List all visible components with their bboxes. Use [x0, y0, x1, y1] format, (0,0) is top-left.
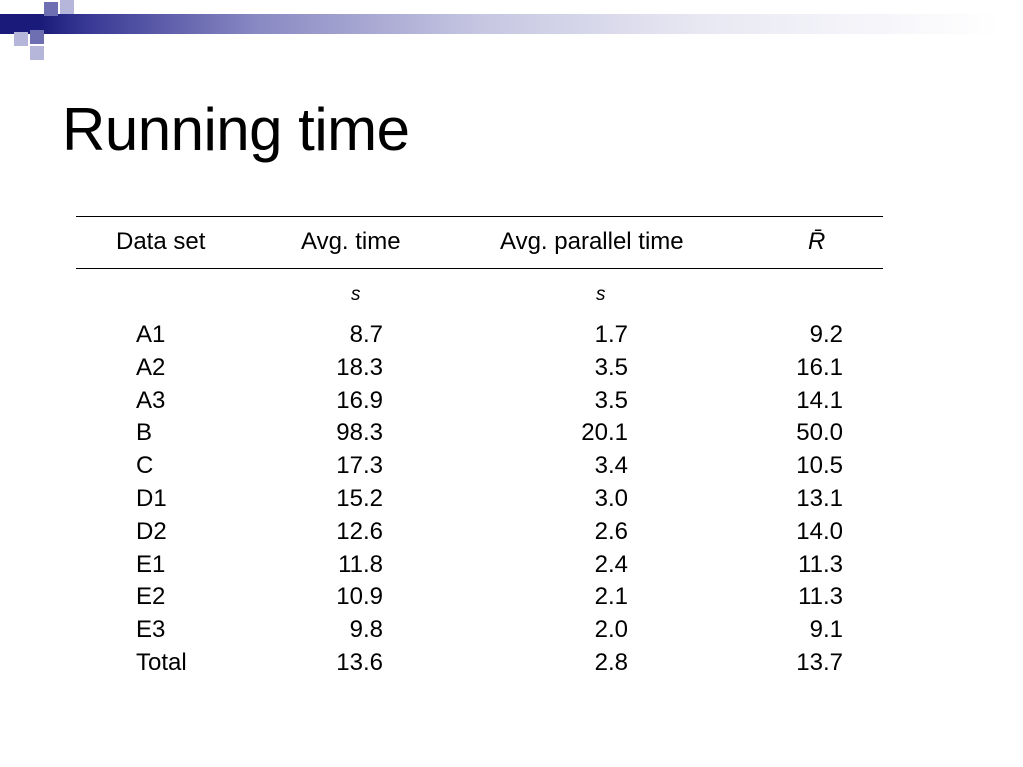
cell-avg-time: 17.3 [336, 452, 383, 480]
table-row: E2 10.9 2.1 11.3 [0, 581, 1023, 614]
cell-avg-time: 12.6 [336, 517, 383, 545]
cell-data-set: A3 [136, 386, 166, 414]
cell-avg-time: 16.9 [336, 386, 383, 414]
cell-avg-parallel-time: 3.5 [594, 353, 628, 381]
header-r-bar: R̄ [808, 228, 826, 255]
cell-data-set: C [136, 452, 154, 480]
table-top-rule [76, 216, 883, 217]
cell-r-bar: 14.1 [796, 386, 843, 414]
decor-square [14, 32, 28, 46]
decor-square [60, 0, 74, 14]
cell-r-bar: 14.0 [796, 517, 843, 545]
unit-avg-time: s [351, 284, 361, 305]
cell-avg-parallel-time: 2.4 [594, 550, 628, 578]
cell-data-set: E3 [136, 616, 166, 644]
table-row: A1 8.7 1.7 9.2 [0, 319, 1023, 352]
cell-avg-time: 98.3 [336, 419, 383, 447]
cell-avg-time: 10.9 [336, 583, 383, 611]
header-band [0, 14, 1023, 34]
cell-avg-time: 13.6 [336, 648, 383, 676]
cell-avg-parallel-time: 3.5 [594, 386, 628, 414]
cell-r-bar: 10.5 [796, 452, 843, 480]
table-row: A3 16.9 3.5 14.1 [0, 385, 1023, 418]
unit-avg-parallel-time: s [596, 284, 606, 305]
table-row: E1 11.8 2.4 11.3 [0, 549, 1023, 582]
decor-square [30, 46, 44, 60]
decor-square [44, 2, 58, 16]
table-body: A1 8.7 1.7 9.2 A2 18.3 3.5 16.1 A3 16.9 … [0, 319, 1023, 680]
cell-avg-time: 18.3 [336, 353, 383, 381]
cell-avg-parallel-time: 2.0 [594, 616, 628, 644]
header-data-set: Data set [116, 228, 206, 255]
cell-avg-parallel-time: 3.0 [594, 484, 628, 512]
cell-r-bar: 16.1 [796, 353, 843, 381]
cell-data-set: D2 [136, 517, 167, 545]
cell-data-set: E1 [136, 550, 166, 578]
cell-r-bar: 13.7 [796, 648, 843, 676]
cell-avg-parallel-time: 2.6 [594, 517, 628, 545]
table-row: Total 13.6 2.8 13.7 [0, 647, 1023, 680]
cell-data-set: A2 [136, 353, 166, 381]
table-row: A2 18.3 3.5 16.1 [0, 352, 1023, 385]
cell-r-bar: 11.3 [798, 550, 843, 578]
table-row: D2 12.6 2.6 14.0 [0, 516, 1023, 549]
table-row: E3 9.8 2.0 9.1 [0, 614, 1023, 647]
table-row: B 98.3 20.1 50.0 [0, 417, 1023, 450]
header-avg-time: Avg. time [301, 228, 401, 255]
cell-avg-parallel-time: 1.7 [594, 321, 628, 348]
cell-data-set: E2 [136, 583, 166, 611]
cell-data-set: A1 [136, 321, 166, 348]
decor-square [30, 30, 44, 44]
cell-avg-parallel-time: 20.1 [581, 419, 628, 447]
cell-avg-parallel-time: 3.4 [594, 452, 628, 480]
cell-r-bar: 13.1 [796, 484, 843, 512]
cell-avg-parallel-time: 2.8 [594, 648, 628, 676]
cell-r-bar: 9.1 [809, 616, 843, 644]
cell-r-bar: 11.3 [798, 583, 843, 611]
cell-r-bar: 50.0 [796, 419, 843, 447]
table-header-rule [76, 268, 883, 269]
cell-avg-time: 11.8 [338, 550, 383, 578]
cell-avg-time: 8.7 [349, 321, 383, 348]
table-row: C 17.3 3.4 10.5 [0, 450, 1023, 483]
cell-data-set: Total [136, 648, 187, 676]
cell-avg-time: 15.2 [336, 484, 383, 512]
decor-square [16, 16, 30, 30]
cell-avg-time: 9.8 [349, 616, 383, 644]
cell-data-set: D1 [136, 484, 167, 512]
header-avg-parallel-time: Avg. parallel time [500, 228, 684, 255]
cell-r-bar: 9.2 [809, 321, 843, 348]
table-row: D1 15.2 3.0 13.1 [0, 483, 1023, 516]
cell-avg-parallel-time: 2.1 [594, 583, 628, 611]
page-title: Running time [62, 96, 410, 163]
cell-data-set: B [136, 419, 153, 447]
decor-square [32, 0, 46, 14]
